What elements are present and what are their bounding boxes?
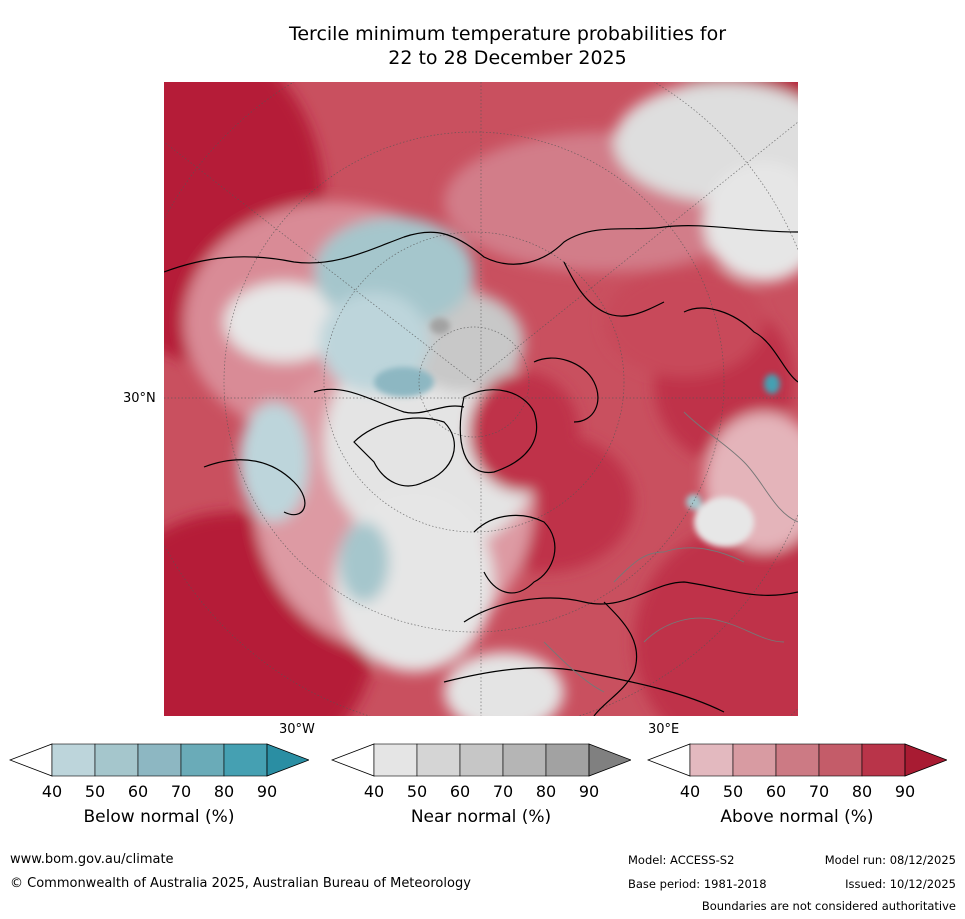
colorbar-segment [545,743,590,777]
colorbar-above-normal-graphic [647,743,947,777]
colorbar-segment [732,743,777,777]
probability-detail [374,318,780,547]
map-title: Tercile minimum temperature probabilitie… [0,22,965,70]
colorbar-below-normal-graphic [9,743,309,777]
colorbar-tick-label: 60 [449,782,471,801]
colorbar-below-normal-label: Below normal (%) [83,807,235,827]
probability-field [164,82,798,716]
colorbar-extend-low [647,743,691,777]
colorbar-segment [223,743,268,777]
colorbar-tick-label: 50 [406,782,428,801]
model-run-text: Model run: 08/12/2025 [824,853,956,867]
colorbar-segment [416,743,461,777]
copyright-text: © Commonwealth of Australia 2025, Austra… [10,876,471,891]
map-graphic [164,82,798,716]
colorbar-segment [137,743,182,777]
colorbar-tick-label: 80 [535,782,557,801]
colorbar-tick-label: 50 [722,782,744,801]
colorbar-segment [818,743,863,777]
colorbar-tick-label: 70 [170,782,192,801]
colorbar-segment [180,743,225,777]
disclaimer-text: Boundaries are not considered authoritat… [701,899,956,913]
forecast-map [164,82,798,716]
colorbar-segment [459,743,504,777]
colorbar-extend-high [266,743,309,777]
colorbar-segment [94,743,139,777]
colorbar-tick-label: 40 [363,782,385,801]
model-text: Model: ACCESS-S2 [628,853,735,867]
colorbar-tick-label: 90 [578,782,600,801]
colorbar-tick-label: 90 [894,782,916,801]
colorbar-segment [51,743,96,777]
colorbar-near-normal-label: Near normal (%) [410,807,552,827]
issued-text: Issued: 10/12/2025 [845,877,956,891]
colorbar-tick-label: 90 [256,782,278,801]
colorbar-tick-label: 80 [213,782,235,801]
colorbar-extend-high [588,743,631,777]
longitude-label-30w: 30°W [279,722,315,737]
colorbar-tick-label: 70 [492,782,514,801]
colorbar-near-normal-graphic [331,743,631,777]
colorbar-above-normal-ticks: 40 50 60 70 80 90 [647,782,947,804]
colorbar-near-normal-ticks: 40 50 60 70 80 90 [331,782,631,804]
colorbar-extend-low [331,743,375,777]
coastlines [164,225,798,716]
latitude-label-30n: 30°N [123,391,156,406]
colorbar-segment [502,743,547,777]
colorbar-tick-label: 60 [765,782,787,801]
base-period-text: Base period: 1981-2018 [628,877,767,891]
borders [543,411,798,693]
colorbar-tick-label: 60 [127,782,149,801]
colorbar-segment [775,743,820,777]
colorbar-segment [373,743,418,777]
colorbar-tick-label: 50 [84,782,106,801]
colorbar-near-normal: 40 50 60 70 80 90 Near normal (%) [331,742,631,837]
colorbar-extend-high [904,743,947,777]
colorbar-extend-low [9,743,53,777]
colorbar-tick-label: 40 [679,782,701,801]
colorbar-above-normal-label: Above normal (%) [720,807,874,827]
map-title-line1: Tercile minimum temperature probabilitie… [288,23,727,45]
colorbar-above-normal: 40 50 60 70 80 90 Above normal (%) [647,742,947,837]
website-link[interactable]: www.bom.gov.au/climate [10,852,174,867]
longitude-label-30e: 30°E [648,722,680,737]
map-title-line2: 22 to 28 December 2025 [388,47,627,69]
colorbar-tick-label: 80 [851,782,873,801]
colorbar-below-normal-ticks: 40 50 60 70 80 90 [9,782,309,804]
colorbar-below-normal: 40 50 60 70 80 90 Below normal (%) [9,742,309,837]
colorbar-segment [689,743,734,777]
colorbar-tick-label: 70 [808,782,830,801]
colorbar-tick-label: 40 [41,782,63,801]
colorbar-segment [861,743,906,777]
